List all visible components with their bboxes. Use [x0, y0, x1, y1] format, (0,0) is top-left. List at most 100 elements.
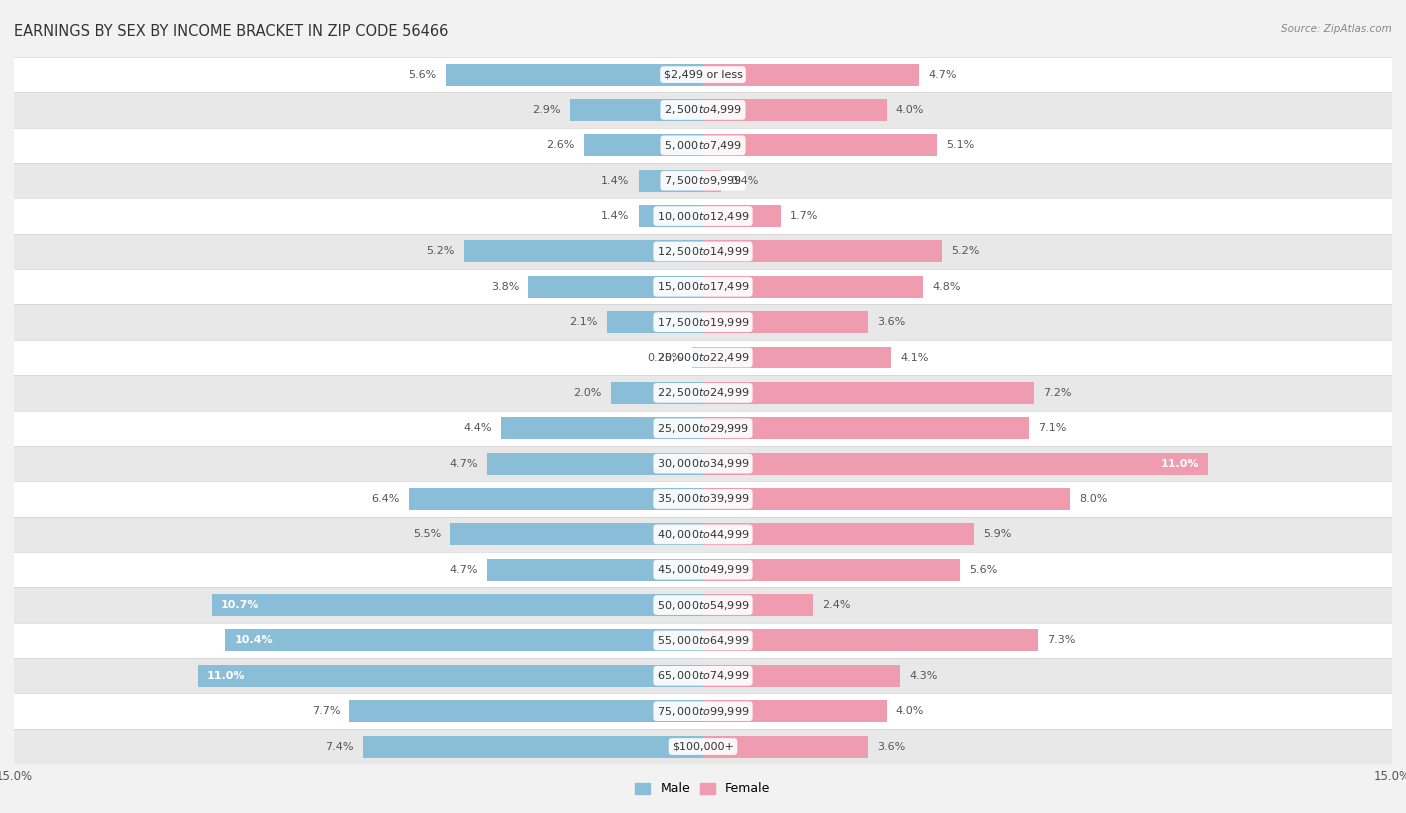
Bar: [703, 700, 887, 722]
Text: $12,500 to $14,999: $12,500 to $14,999: [657, 245, 749, 258]
Text: 2.0%: 2.0%: [574, 388, 602, 398]
Text: 3.8%: 3.8%: [491, 282, 519, 292]
Text: $2,500 to $4,999: $2,500 to $4,999: [664, 103, 742, 116]
Text: $50,000 to $54,999: $50,000 to $54,999: [657, 598, 749, 611]
Text: 5.2%: 5.2%: [950, 246, 980, 256]
Text: 0.4%: 0.4%: [731, 176, 759, 185]
Bar: [703, 205, 782, 227]
Bar: [14, 163, 1392, 198]
Text: $55,000 to $64,999: $55,000 to $64,999: [657, 634, 749, 647]
Text: 7.2%: 7.2%: [1043, 388, 1071, 398]
Text: $5,000 to $7,499: $5,000 to $7,499: [664, 139, 742, 152]
Bar: [14, 623, 1392, 658]
Bar: [363, 736, 703, 758]
Text: 5.1%: 5.1%: [946, 141, 974, 150]
Bar: [703, 453, 1208, 475]
Bar: [14, 269, 1392, 304]
Bar: [703, 488, 1070, 510]
Bar: [211, 594, 703, 616]
Text: EARNINGS BY SEX BY INCOME BRACKET IN ZIP CODE 56466: EARNINGS BY SEX BY INCOME BRACKET IN ZIP…: [14, 24, 449, 39]
Text: 5.2%: 5.2%: [426, 246, 456, 256]
Text: 7.1%: 7.1%: [1038, 424, 1067, 433]
Bar: [529, 276, 703, 298]
Bar: [14, 198, 1392, 233]
Text: 5.6%: 5.6%: [408, 70, 437, 80]
Bar: [703, 736, 869, 758]
Bar: [14, 128, 1392, 163]
Bar: [606, 311, 703, 333]
Bar: [14, 552, 1392, 587]
Text: 4.7%: 4.7%: [928, 70, 956, 80]
Text: 0.25%: 0.25%: [647, 353, 682, 363]
Text: 4.0%: 4.0%: [896, 706, 924, 716]
Bar: [692, 346, 703, 368]
Bar: [14, 92, 1392, 128]
Text: Source: ZipAtlas.com: Source: ZipAtlas.com: [1281, 24, 1392, 34]
Bar: [612, 382, 703, 404]
Text: $7,500 to $9,999: $7,500 to $9,999: [664, 174, 742, 187]
Text: 3.6%: 3.6%: [877, 741, 905, 751]
Bar: [14, 659, 1392, 693]
Text: 4.4%: 4.4%: [463, 424, 492, 433]
Text: 4.3%: 4.3%: [910, 671, 938, 680]
Bar: [703, 382, 1033, 404]
Text: 4.7%: 4.7%: [450, 565, 478, 575]
Bar: [198, 665, 703, 687]
Bar: [703, 134, 938, 156]
Text: 5.6%: 5.6%: [969, 565, 998, 575]
Bar: [14, 587, 1392, 623]
Text: 4.0%: 4.0%: [896, 105, 924, 115]
Bar: [14, 411, 1392, 446]
Bar: [486, 453, 703, 475]
Text: $45,000 to $49,999: $45,000 to $49,999: [657, 563, 749, 576]
Bar: [703, 346, 891, 368]
Text: $17,500 to $19,999: $17,500 to $19,999: [657, 315, 749, 328]
Text: 1.4%: 1.4%: [602, 211, 630, 221]
Bar: [14, 729, 1392, 764]
Bar: [703, 170, 721, 192]
Text: $25,000 to $29,999: $25,000 to $29,999: [657, 422, 749, 435]
Text: $15,000 to $17,499: $15,000 to $17,499: [657, 280, 749, 293]
Text: 2.1%: 2.1%: [569, 317, 598, 327]
Bar: [14, 304, 1392, 340]
Text: 5.5%: 5.5%: [413, 529, 441, 539]
Bar: [14, 375, 1392, 411]
Bar: [14, 446, 1392, 481]
Text: $10,000 to $12,499: $10,000 to $12,499: [657, 210, 749, 223]
Text: $75,000 to $99,999: $75,000 to $99,999: [657, 705, 749, 718]
Bar: [703, 594, 813, 616]
Bar: [14, 481, 1392, 517]
Text: 1.4%: 1.4%: [602, 176, 630, 185]
Text: 3.6%: 3.6%: [877, 317, 905, 327]
Bar: [14, 517, 1392, 552]
Bar: [703, 276, 924, 298]
Bar: [14, 57, 1392, 92]
Bar: [409, 488, 703, 510]
Text: 6.4%: 6.4%: [371, 494, 399, 504]
Bar: [14, 693, 1392, 729]
Bar: [638, 205, 703, 227]
Text: $30,000 to $34,999: $30,000 to $34,999: [657, 457, 749, 470]
Text: 5.9%: 5.9%: [983, 529, 1011, 539]
Text: 8.0%: 8.0%: [1080, 494, 1108, 504]
Text: 7.7%: 7.7%: [312, 706, 340, 716]
Text: $20,000 to $22,499: $20,000 to $22,499: [657, 351, 749, 364]
Bar: [14, 233, 1392, 269]
Text: 1.7%: 1.7%: [790, 211, 818, 221]
Bar: [703, 63, 920, 85]
Text: 11.0%: 11.0%: [1160, 459, 1199, 468]
Bar: [14, 340, 1392, 375]
Bar: [446, 63, 703, 85]
Text: $100,000+: $100,000+: [672, 741, 734, 751]
Bar: [703, 629, 1038, 651]
Bar: [450, 524, 703, 546]
Text: 2.6%: 2.6%: [546, 141, 575, 150]
Bar: [703, 311, 869, 333]
Text: $40,000 to $44,999: $40,000 to $44,999: [657, 528, 749, 541]
Text: 4.8%: 4.8%: [932, 282, 962, 292]
Bar: [349, 700, 703, 722]
Text: 2.9%: 2.9%: [531, 105, 561, 115]
Text: 10.4%: 10.4%: [235, 636, 273, 646]
Text: 7.4%: 7.4%: [325, 741, 354, 751]
Bar: [703, 417, 1029, 439]
